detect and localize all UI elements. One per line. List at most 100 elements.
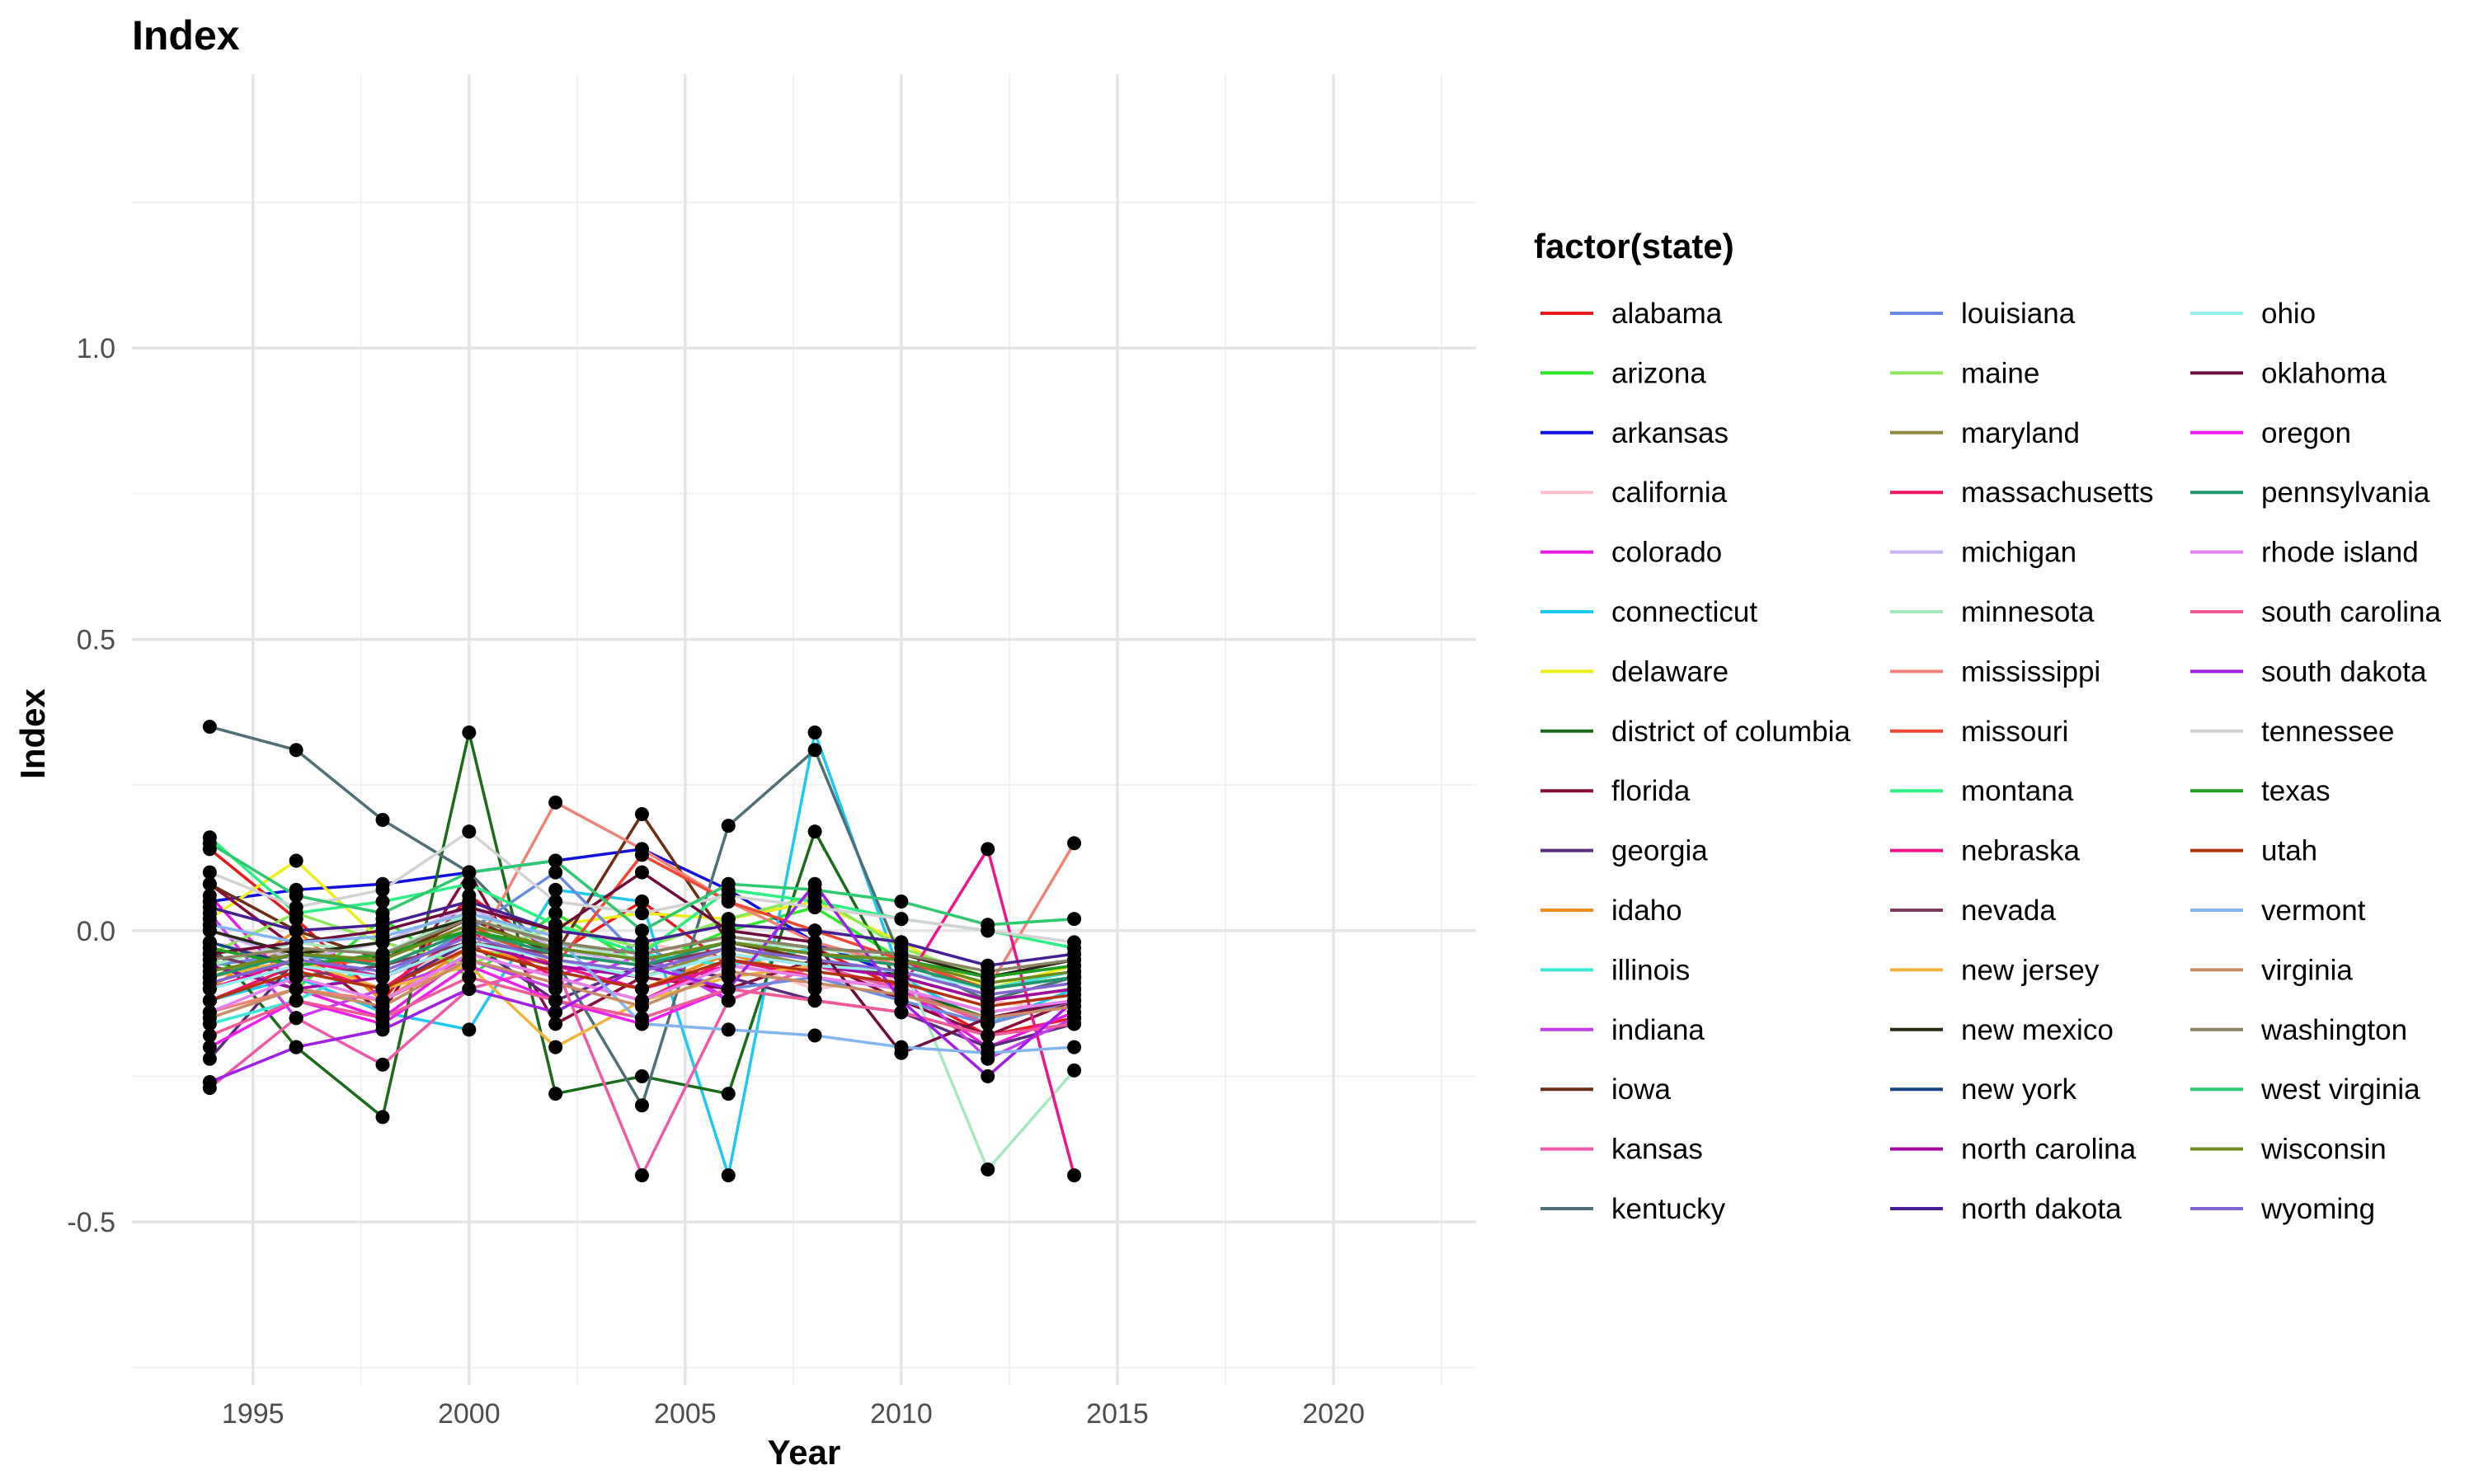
data-point — [289, 964, 303, 979]
data-point — [807, 824, 822, 839]
legend-label-south-dakota: south dakota — [2261, 655, 2427, 688]
data-point — [462, 824, 477, 839]
data-point — [548, 853, 563, 868]
legend-label-district-of-columbia: district of columbia — [1611, 716, 1851, 748]
data-point — [202, 975, 217, 990]
data-point — [1067, 1040, 1082, 1054]
data-point — [202, 1051, 217, 1066]
data-point — [202, 876, 217, 891]
data-point — [1067, 1168, 1082, 1183]
legend-label-georgia: georgia — [1611, 835, 1708, 867]
data-point — [1067, 988, 1082, 1003]
data-point — [894, 1005, 909, 1020]
legend-label-south-carolina: south carolina — [2261, 596, 2441, 628]
data-point — [807, 726, 822, 740]
data-point — [1067, 912, 1082, 927]
data-point — [202, 941, 217, 956]
data-point — [289, 923, 303, 938]
data-point — [894, 1040, 909, 1054]
legend-label-california: california — [1611, 477, 1728, 509]
y-tick-label: -0.5 — [67, 1207, 115, 1238]
legend-label-kansas: kansas — [1611, 1134, 1703, 1166]
data-point — [721, 1168, 736, 1183]
data-point — [894, 912, 909, 927]
data-point — [462, 929, 477, 944]
data-point — [721, 888, 736, 903]
data-point — [375, 1011, 390, 1026]
data-point — [202, 719, 217, 734]
data-point — [375, 964, 390, 979]
data-point — [894, 894, 909, 909]
legend-label-west-virginia: west virginia — [2260, 1073, 2420, 1106]
data-point — [807, 882, 822, 897]
data-point — [289, 1011, 303, 1026]
legend-label-massachusetts: massachusetts — [1961, 477, 2153, 509]
data-point — [375, 981, 390, 996]
data-point — [462, 865, 477, 880]
data-point — [548, 865, 563, 880]
data-point — [548, 894, 563, 909]
data-point — [462, 876, 477, 891]
data-point — [375, 1022, 390, 1037]
data-point — [721, 876, 736, 891]
legend-label-tennessee: tennessee — [2261, 716, 2395, 748]
data-point — [462, 1022, 477, 1037]
data-point — [202, 865, 217, 880]
data-point — [1067, 935, 1082, 950]
legend-label-minnesota: minnesota — [1961, 596, 2095, 628]
legend-label-rhode-island: rhode island — [2261, 537, 2419, 569]
legend-label-new-jersey: new jersey — [1961, 954, 2100, 986]
data-point — [375, 929, 390, 944]
data-point — [807, 1028, 822, 1043]
legend-label-kentucky: kentucky — [1611, 1193, 1726, 1225]
legend-label-oregon: oregon — [2261, 417, 2351, 449]
data-point — [1067, 964, 1082, 979]
legend-label-montana: montana — [1961, 775, 2074, 807]
y-tick-label: 1.0 — [77, 333, 115, 364]
data-point — [981, 999, 995, 1014]
legend-label-florida: florida — [1611, 775, 1691, 807]
data-point — [634, 1168, 649, 1183]
data-point — [1067, 1063, 1082, 1078]
legend-label-wyoming: wyoming — [2260, 1193, 2375, 1225]
data-point — [548, 964, 563, 979]
data-point — [634, 935, 649, 950]
data-point — [548, 993, 563, 1008]
data-point — [462, 952, 477, 967]
legend-label-missouri: missouri — [1961, 716, 2068, 748]
data-point — [462, 970, 477, 984]
data-point — [634, 999, 649, 1014]
x-tick-label: 2020 — [1302, 1398, 1365, 1430]
data-point — [202, 1028, 217, 1043]
legend-label-louisiana: louisiana — [1961, 298, 2076, 330]
data-point — [548, 975, 563, 990]
data-point — [548, 882, 563, 897]
data-point — [1067, 952, 1082, 967]
data-point — [634, 981, 649, 996]
legend-label-maine: maine — [1961, 357, 2039, 389]
data-point — [634, 964, 649, 979]
grid — [132, 74, 1476, 1385]
data-point — [634, 1068, 649, 1083]
legend-label-oklahoma: oklahoma — [2261, 357, 2387, 389]
data-point — [981, 1011, 995, 1026]
data-point — [981, 975, 995, 990]
data-point — [375, 813, 390, 828]
y-tick-labels: -0.5 0.0 0.5 1.0 — [67, 333, 115, 1238]
data-point — [202, 836, 217, 851]
legend-label-delaware: delaware — [1611, 655, 1729, 688]
legend-label-new-mexico: new mexico — [1961, 1014, 2114, 1046]
legend: factor(state) alabama arizona arkansas cali… — [1534, 227, 2441, 1225]
legend-label-pennsylvania: pennsylvania — [2261, 477, 2430, 509]
data-point — [807, 964, 822, 979]
legend-label-virginia: virginia — [2261, 954, 2353, 986]
x-axis-title: Year — [768, 1433, 841, 1472]
data-point — [807, 743, 822, 758]
x-tick-label: 2010 — [870, 1398, 933, 1430]
data-point — [202, 964, 217, 979]
data-point — [289, 853, 303, 868]
data-point — [634, 906, 649, 921]
data-point — [981, 1045, 995, 1060]
data-point — [721, 952, 736, 967]
